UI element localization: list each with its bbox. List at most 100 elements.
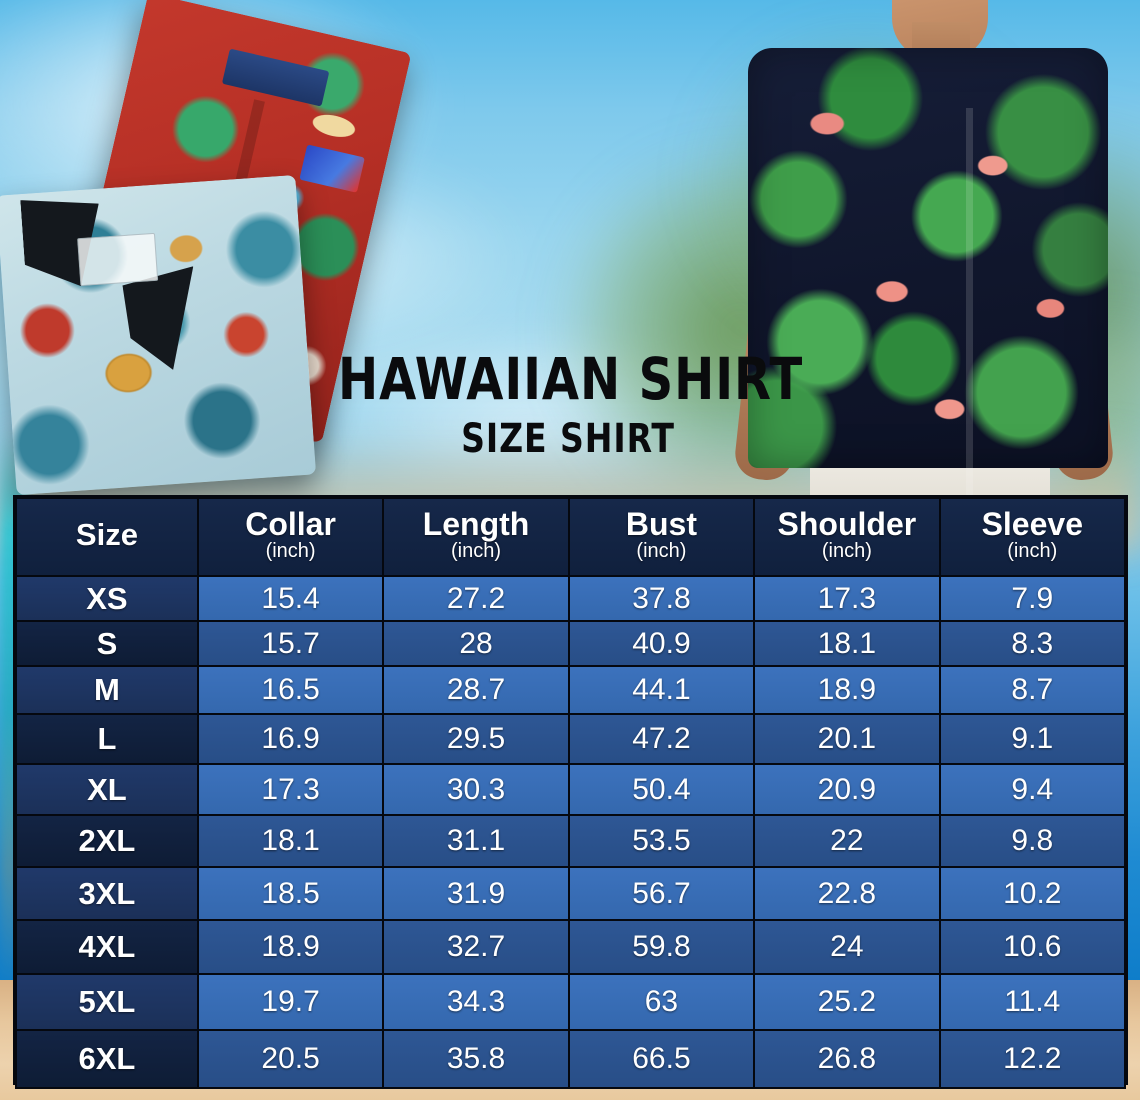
cell-sleeve: 11.4	[938, 973, 1127, 1031]
table-header: Size Collar (inch) Length (inch) Bust (i…	[15, 497, 1127, 577]
shirt-brand-tag	[299, 144, 366, 193]
size-label-cell: S	[15, 620, 199, 667]
table-body: XS 15.4 27.2 37.8 17.3 7.9 S 15.7 28 40.9 18.1 8.3 M…	[15, 575, 1127, 1089]
cell-length: 27.2	[382, 575, 570, 622]
table-row: 6XL 20.5 35.8 66.5 26.8 12.2	[15, 1029, 1127, 1089]
cell-length: 28.7	[382, 665, 570, 715]
cell-sleeve: 9.1	[938, 713, 1127, 765]
cell-bust: 59.8	[567, 919, 756, 975]
cell-length: 31.1	[382, 814, 570, 868]
column-header-sleeve-unit: (inch)	[1007, 539, 1058, 562]
table-row: 3XL 18.5 31.9 56.7 22.8 10.2	[15, 866, 1127, 921]
column-header-size: Size	[15, 497, 199, 577]
cell-sleeve: 10.6	[938, 919, 1127, 975]
cell-sleeve: 9.8	[938, 814, 1127, 868]
size-label-cell: XL	[15, 763, 199, 816]
cell-shoulder: 25.2	[753, 973, 941, 1031]
size-chart-table: Size Collar (inch) Length (inch) Bust (i…	[15, 497, 1127, 1089]
column-header-sleeve-label: Sleeve	[981, 506, 1083, 543]
size-label-cell: L	[15, 713, 199, 765]
cell-sleeve: 7.9	[938, 575, 1127, 622]
cell-sleeve: 8.7	[938, 665, 1127, 715]
cell-shoulder: 22.8	[753, 866, 941, 921]
cell-sleeve: 8.3	[938, 620, 1127, 667]
page-subtitle: SIZE SHIRT	[461, 415, 675, 462]
cell-shoulder: 22	[753, 814, 941, 868]
cell-bust: 44.1	[567, 665, 756, 715]
column-header-size-label: Size	[75, 517, 138, 553]
table-row: XL 17.3 30.3 50.4 20.9 9.4	[15, 763, 1127, 816]
cell-bust: 66.5	[567, 1029, 756, 1089]
cell-bust: 63	[567, 973, 756, 1031]
table-row: XS 15.4 27.2 37.8 17.3 7.9	[15, 575, 1127, 622]
cell-shoulder: 20.1	[753, 713, 941, 765]
page-title: HAWAIIAN SHIRT	[338, 345, 804, 413]
table-row: L 16.9 29.5 47.2 20.1 9.1	[15, 713, 1127, 765]
cell-collar: 18.5	[196, 866, 385, 921]
column-header-shoulder-unit: (inch)	[821, 539, 872, 562]
shirt-pocket	[77, 232, 159, 287]
cell-bust: 40.9	[567, 620, 756, 667]
column-header-length: Length (inch)	[382, 497, 570, 577]
size-label-cell: M	[15, 665, 199, 715]
model-photo	[700, 0, 1140, 500]
column-header-length-unit: (inch)	[451, 539, 502, 562]
cell-collar: 18.1	[196, 814, 385, 868]
column-header-shoulder-label: Shoulder	[777, 506, 917, 543]
cell-collar: 15.4	[196, 575, 385, 622]
title-block: HAWAIIAN SHIRT SIZE SHIRT	[318, 345, 818, 462]
size-chart-table-wrapper: Size Collar (inch) Length (inch) Bust (i…	[13, 495, 1128, 1089]
column-header-collar: Collar (inch)	[196, 497, 385, 577]
table-row: M 16.5 28.7 44.1 18.9 8.7	[15, 665, 1127, 715]
size-label-cell: 2XL	[15, 814, 199, 868]
cell-collar: 16.5	[196, 665, 385, 715]
column-header-collar-label: Collar	[245, 506, 336, 543]
size-label-cell: 3XL	[15, 866, 199, 921]
table-row: 4XL 18.9 32.7 59.8 24 10.6	[15, 919, 1127, 975]
folded-shirt-blue-image	[0, 174, 317, 496]
cell-sleeve: 9.4	[938, 763, 1127, 816]
model-hawaiian-shirt	[748, 48, 1108, 500]
cell-shoulder: 17.3	[753, 575, 941, 622]
cell-collar: 17.3	[196, 763, 385, 816]
column-header-bust-label: Bust	[625, 506, 697, 543]
column-header-bust-unit: (inch)	[636, 539, 687, 562]
table-row: S 15.7 28 40.9 18.1 8.3	[15, 620, 1127, 667]
cell-bust: 50.4	[567, 763, 756, 816]
cell-length: 29.5	[382, 713, 570, 765]
size-label-cell: 4XL	[15, 919, 199, 975]
cell-shoulder: 26.8	[753, 1029, 941, 1089]
size-label-cell: XS	[15, 575, 199, 622]
header-row: Size Collar (inch) Length (inch) Bust (i…	[15, 497, 1127, 577]
cell-length: 32.7	[382, 919, 570, 975]
size-label-cell: 5XL	[15, 973, 199, 1031]
cell-shoulder: 18.9	[753, 665, 941, 715]
cell-collar: 15.7	[196, 620, 385, 667]
cell-length: 28	[382, 620, 570, 667]
table-row: 2XL 18.1 31.1 53.5 22 9.8	[15, 814, 1127, 868]
cell-length: 34.3	[382, 973, 570, 1031]
cell-shoulder: 20.9	[753, 763, 941, 816]
cell-length: 31.9	[382, 866, 570, 921]
size-label-cell: 6XL	[15, 1029, 199, 1089]
cell-bust: 56.7	[567, 866, 756, 921]
cell-sleeve: 12.2	[938, 1029, 1127, 1089]
table-row: 5XL 19.7 34.3 63 25.2 11.4	[15, 973, 1127, 1031]
column-header-sleeve: Sleeve (inch)	[938, 497, 1127, 577]
shirt-collar-label	[221, 48, 330, 107]
cell-bust: 47.2	[567, 713, 756, 765]
cell-shoulder: 24	[753, 919, 941, 975]
column-header-bust: Bust (inch)	[567, 497, 756, 577]
cell-sleeve: 10.2	[938, 866, 1127, 921]
column-header-length-label: Length	[422, 506, 530, 543]
shirt-button-placket	[966, 108, 973, 500]
cell-length: 35.8	[382, 1029, 570, 1089]
cell-bust: 37.8	[567, 575, 756, 622]
cell-shoulder: 18.1	[753, 620, 941, 667]
cell-collar: 16.9	[196, 713, 385, 765]
column-header-collar-unit: (inch)	[265, 539, 316, 562]
cell-collar: 20.5	[196, 1029, 385, 1089]
cell-bust: 53.5	[567, 814, 756, 868]
cell-collar: 19.7	[196, 973, 385, 1031]
